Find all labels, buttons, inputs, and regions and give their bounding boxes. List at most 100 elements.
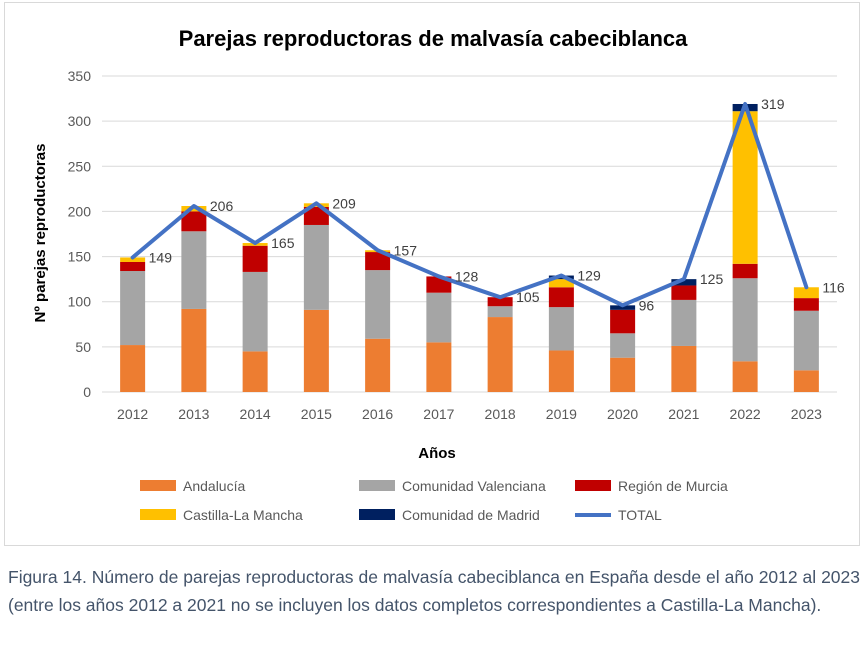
bar-segment [303,224,329,310]
y-tick-label: 50 [75,339,91,355]
bar-segment [548,350,574,392]
bar-segment [120,345,146,392]
y-axis-ticks: 0 50 100 150 200 250 300 350 [68,68,92,400]
legend-item: Castilla-La Mancha [140,507,303,523]
bar-segment [242,271,268,352]
total-data-label: 96 [639,297,655,313]
legend-label: Región de Murcia [618,478,728,494]
x-tick-label: 2023 [791,406,822,422]
bar-segment [610,305,636,310]
bar-segment [303,309,329,392]
legend-label: Andalucía [183,478,245,494]
bar-segment [242,351,268,392]
legend-label: Comunidad Valenciana [402,478,546,494]
stacked-bars [120,103,819,392]
total-data-label: 149 [149,249,173,265]
bar-segment [120,261,146,272]
bar-segment [793,310,819,371]
y-tick-label: 100 [68,294,92,310]
total-data-label: 105 [516,289,540,305]
x-tick-label: 2018 [485,406,516,422]
bar-segment [732,278,758,362]
legend-label: Comunidad de Madrid [402,507,540,523]
y-tick-label: 150 [68,249,92,265]
bar-segment [732,263,758,279]
x-tick-label: 2017 [423,406,454,422]
legend-swatch [140,480,176,491]
y-axis-label: Nº parejas reproductoras [32,144,49,323]
bar-segment [732,111,758,264]
bar-segment [793,287,819,299]
x-axis-label: Años [418,445,456,462]
total-data-label: 129 [577,268,601,284]
total-data-label: 116 [822,279,845,295]
legend-item: Comunidad de Madrid [359,507,540,523]
bar-segment [610,357,636,392]
bar-segment [732,361,758,392]
total-data-label: 206 [210,198,234,214]
figure-caption: Figura 14. Número de parejas reproductor… [8,567,860,615]
bar-segment [548,287,574,308]
legend-item: TOTAL [575,507,662,523]
x-tick-label: 2012 [117,406,148,422]
bar-segment [181,211,207,232]
bar-segment [303,206,329,225]
x-tick-label: 2015 [301,406,332,422]
bar-segment [181,231,207,309]
x-tick-label: 2020 [607,406,638,422]
x-tick-label: 2014 [240,406,271,422]
bar-segment [487,297,513,307]
y-tick-label: 250 [68,158,92,174]
chart-frame: Parejas reproductoras de malvasía cabeci… [4,2,860,546]
chart: Parejas reproductoras de malvasía cabeci… [32,26,845,523]
bar-segment [120,271,146,346]
x-tick-label: 2021 [668,406,699,422]
bar-segment [793,370,819,392]
total-data-label: 319 [761,96,785,112]
bar-segment [548,279,574,288]
bar-segment [120,257,146,262]
legend-swatch [140,509,176,520]
legend-swatch [575,480,611,491]
bar-segment [365,338,391,392]
x-axis-ticks: 2012 2013 2014 2015 2016 2017 2018 2019 2020 2021… [117,406,822,422]
chart-title: Parejas reproductoras de malvasía cabeci… [179,26,688,51]
bar-segment [487,317,513,392]
total-series-line [130,101,809,308]
x-tick-label: 2013 [178,406,209,422]
total-data-label: 165 [271,235,295,251]
bar-segment [671,285,697,300]
legend-item: Andalucía [140,478,245,494]
total-line [130,101,809,308]
y-tick-label: 350 [68,68,92,84]
total-data-label: 125 [700,271,724,287]
bar-segment [671,279,697,286]
legend-label: TOTAL [618,507,662,523]
legend-item: Comunidad Valenciana [359,478,546,494]
legend: Andalucía Comunidad Valenciana Región de M… [140,478,728,523]
y-tick-label: 0 [83,384,91,400]
bar-segment [793,298,819,311]
total-data-label: 209 [332,195,356,211]
y-tick-label: 200 [68,203,92,219]
gridlines [102,75,837,393]
total-data-labels: 149 206 165 209 157 128 105 129 96 125 319 116 [149,96,845,313]
x-tick-label: 2019 [546,406,577,422]
bar-segment [610,309,636,334]
bar-segment [181,308,207,392]
legend-item: Región de Murcia [575,478,728,494]
y-tick-label: 300 [68,113,92,129]
bar-segment [181,206,207,212]
legend-swatch [359,509,395,520]
bar-segment [242,245,268,272]
bar-segment [671,345,697,392]
bar-segment [487,306,513,318]
bar-segment [365,270,391,339]
total-data-label: 128 [455,268,479,284]
bar-segment [426,292,452,343]
total-data-label: 157 [394,242,418,258]
legend-swatch [359,480,395,491]
x-tick-label: 2016 [362,406,393,422]
legend-label: Castilla-La Mancha [183,507,303,523]
bar-segment [426,342,452,392]
